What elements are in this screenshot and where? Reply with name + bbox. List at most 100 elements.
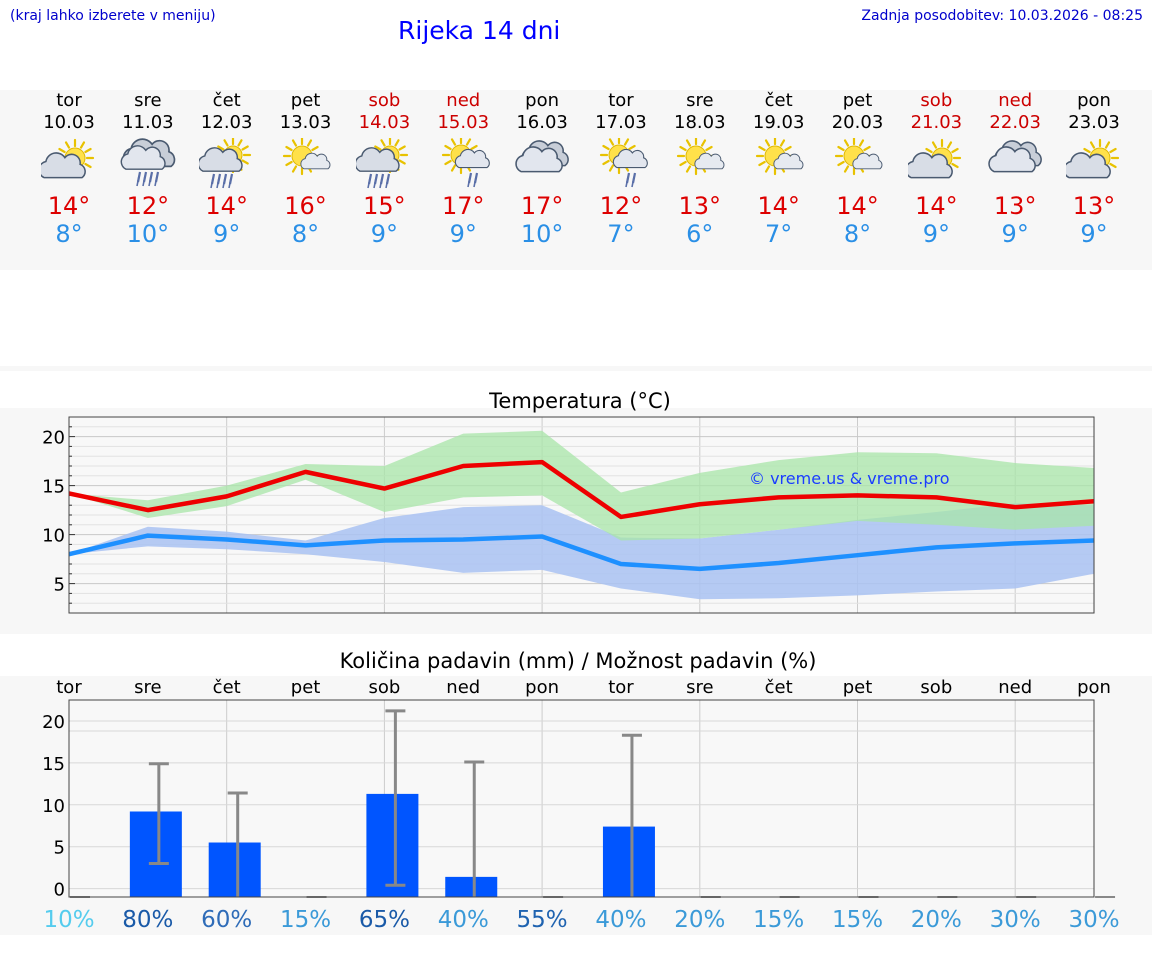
- sun-ray: [602, 159, 610, 166]
- max-temperature: 12°: [126, 192, 170, 220]
- day-of-week: pet: [290, 90, 321, 111]
- day-column: čet 12.03 14° 9°: [188, 90, 266, 270]
- sun-ray: [241, 145, 249, 151]
- x-day-label: pon: [1077, 677, 1111, 698]
- sun-ray: [858, 139, 864, 147]
- min-temperature: 7°: [607, 220, 635, 248]
- day-column: tor 17.03 12° 7°: [582, 90, 660, 270]
- cloud-icon: [299, 152, 330, 170]
- day-date: 15.03: [437, 112, 490, 133]
- sun-ray: [241, 159, 249, 165]
- rain-drop: [227, 177, 232, 189]
- max-temperature: 14°: [836, 192, 879, 220]
- sun-ray: [1109, 162, 1117, 169]
- sun-ray: [1109, 147, 1117, 154]
- cloud-shape: [515, 146, 563, 173]
- max-temperature: 14°: [915, 192, 958, 220]
- temperature-chart: Temperatura (°C) 5 10 15 20 © vreme.us & vrem…: [42, 389, 1095, 614]
- day-of-week: pon: [525, 90, 560, 111]
- cloud-shape: [356, 147, 401, 172]
- sun-ray: [398, 145, 407, 151]
- cloud-icon: [1066, 152, 1111, 179]
- sun-ray: [284, 160, 293, 167]
- cloud-icon: [515, 146, 563, 173]
- y-tick-label: 5: [54, 838, 65, 859]
- max-temperature: 13°: [678, 192, 722, 220]
- sun-ray: [700, 139, 706, 147]
- partly-cloudy-sun-icon: [1066, 138, 1120, 179]
- chart-title: Temperatura (°C): [488, 389, 671, 413]
- y-tick-label: 15: [42, 754, 65, 775]
- sun-ray: [862, 145, 871, 152]
- cloud-shape: [120, 145, 166, 170]
- min-temperature: 9°: [370, 220, 399, 248]
- sun-ray: [628, 144, 636, 151]
- day-of-week: sre: [686, 90, 714, 111]
- cloud-icon: [41, 152, 86, 179]
- daily-forecast-panel: tor 10.03 14° 8° sre 11.03 12° 10° čet 12.03 14° 9°…: [0, 90, 1152, 270]
- max-temperature: 13°: [1072, 192, 1116, 220]
- rain-drop: [631, 176, 635, 188]
- day-of-week: ned: [998, 90, 1033, 111]
- sun-ray: [685, 165, 691, 173]
- cloud-icon: [120, 145, 166, 170]
- y-tick-label: 15: [42, 477, 65, 498]
- day-column: pet 13.03 16° 8°: [267, 90, 345, 270]
- sun-ray: [779, 139, 785, 147]
- cloud-shape: [41, 152, 86, 179]
- cloud-shape: [851, 152, 882, 170]
- day-column: sre 18.03 13° 6°: [661, 90, 739, 270]
- precip-probability: 65%: [359, 907, 410, 933]
- min-temperature: 9°: [922, 220, 950, 248]
- max-temperature: 17°: [441, 192, 485, 220]
- min-temperature: 8°: [843, 220, 872, 248]
- sun-ray: [451, 164, 457, 172]
- cloud-icon: [612, 148, 648, 169]
- rain-icon: [209, 173, 233, 189]
- precipitation-chart: Količina padavin (mm) / Možnost padavin …: [42, 649, 1120, 933]
- day-date: 20.03: [831, 112, 884, 133]
- sun-ray: [679, 160, 687, 167]
- cloud-shape: [299, 152, 330, 170]
- cloud-shape: [455, 148, 491, 169]
- day-date: 16.03: [516, 112, 568, 133]
- precip-probability: 15%: [280, 907, 331, 933]
- sun-cloud-rain-icon: [356, 138, 409, 189]
- cloud-shape: [908, 152, 954, 179]
- precip-bar: [129, 811, 182, 897]
- sun-ray: [310, 145, 319, 152]
- divider: [0, 366, 1152, 371]
- cloud-icon: [198, 147, 243, 172]
- sun-ray: [764, 139, 770, 147]
- rain-drop: [154, 175, 158, 187]
- x-day-label: pet: [291, 677, 321, 698]
- day-of-week: sob: [920, 90, 953, 111]
- day-of-week: čet: [212, 90, 241, 111]
- partly-cloudy-sun-icon: [41, 138, 95, 179]
- day-of-week: ned: [446, 90, 481, 111]
- cloudy-icon: [988, 140, 1043, 173]
- rain-icon: [136, 171, 159, 187]
- precip-probability: 20%: [674, 907, 725, 933]
- sun-ray: [836, 145, 845, 152]
- chart-title: Količina padavin (mm) / Možnost padavin …: [340, 649, 817, 673]
- sun-ray: [466, 138, 472, 146]
- rain-drop: [379, 177, 384, 189]
- max-temperature-line: [68, 459, 1095, 520]
- cloud-shape: [1066, 152, 1111, 179]
- min-temperature: 9°: [1080, 220, 1108, 248]
- rain-icon: [467, 172, 479, 188]
- y-tick-label: 10: [42, 796, 65, 817]
- partly-cloudy-sun-icon: [908, 138, 962, 179]
- page-title: Rijeka 14 dni: [398, 16, 561, 45]
- cloud-icon: [908, 152, 954, 179]
- sun-ray: [608, 164, 615, 172]
- rain-drop: [215, 177, 220, 189]
- sun-ray: [783, 145, 792, 152]
- region-menu-hint[interactable]: (kraj lahko izberete v meniju): [10, 8, 216, 24]
- cloud-shape: [988, 146, 1037, 173]
- max-temperature: 15°: [363, 192, 406, 220]
- precip-probability: 55%: [517, 907, 568, 933]
- min-temperature: 6°: [686, 220, 714, 248]
